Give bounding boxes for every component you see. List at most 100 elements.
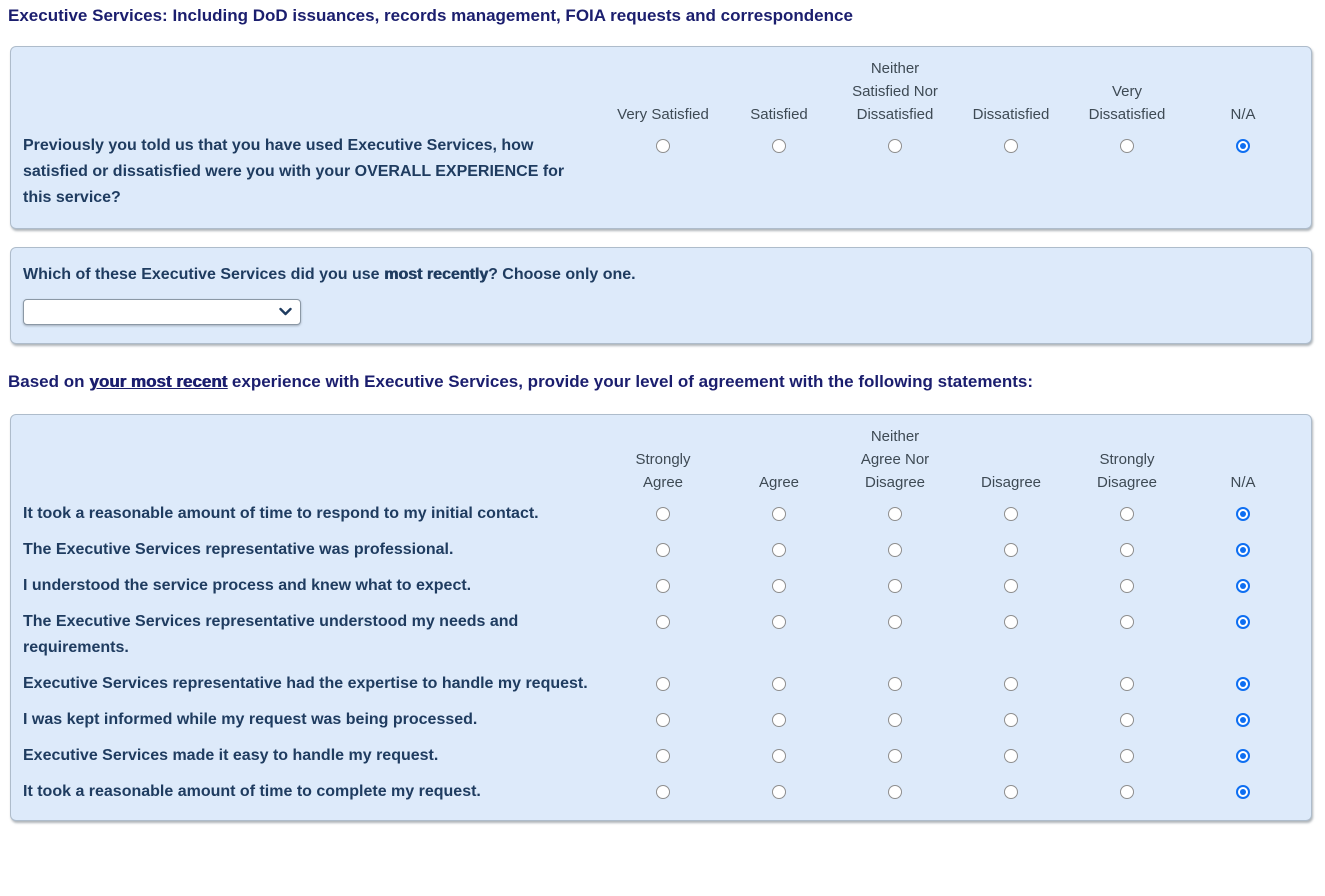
intro-emphasis: your most recent: [89, 372, 228, 391]
radio-group: [605, 537, 1301, 557]
column-header: N/A: [1230, 474, 1256, 491]
column-header: Satisfied: [750, 106, 808, 123]
radio-n-a[interactable]: [1236, 615, 1250, 629]
radio-agree[interactable]: [772, 785, 786, 799]
radio-neither-agree-nor-disagree[interactable]: [888, 579, 902, 593]
radio-neither-satisfied-nor-dissatisfied[interactable]: [888, 139, 902, 153]
column-header: Very Dissatisfied: [1088, 83, 1166, 123]
radio-disagree[interactable]: [1004, 785, 1018, 799]
column-header: Disagree: [980, 474, 1042, 491]
radio-group: [605, 573, 1301, 593]
radio-strongly-disagree[interactable]: [1120, 785, 1134, 799]
radio-cell: [605, 537, 721, 557]
matrix-row: Executive Services representative had th…: [11, 666, 1311, 702]
radio-strongly-disagree[interactable]: [1120, 507, 1134, 521]
radio-cell: [837, 743, 953, 763]
radio-disagree[interactable]: [1004, 677, 1018, 691]
statement-text: The Executive Services representative wa…: [23, 541, 454, 558]
question-suffix: ? Choose only one.: [488, 266, 636, 283]
radio-group: [605, 501, 1301, 521]
radio-neither-agree-nor-disagree[interactable]: [888, 507, 902, 521]
question-prefix: Which of these Executive Services did yo…: [23, 266, 385, 283]
radio-neither-agree-nor-disagree[interactable]: [888, 677, 902, 691]
radio-strongly-agree[interactable]: [656, 749, 670, 763]
radio-strongly-agree[interactable]: [656, 543, 670, 557]
radio-cell: [953, 743, 1069, 763]
radio-cell: [953, 573, 1069, 593]
radio-cell: [837, 537, 953, 557]
radio-n-a[interactable]: [1236, 785, 1250, 799]
statement-text: I was kept informed while my request was…: [23, 711, 478, 728]
header-spacer: [11, 425, 605, 494]
radio-disagree[interactable]: [1004, 579, 1018, 593]
radio-cell: [721, 609, 837, 629]
radio-disagree[interactable]: [1004, 615, 1018, 629]
radio-cell: [1069, 743, 1185, 763]
radio-strongly-agree[interactable]: [656, 713, 670, 727]
radio-disagree[interactable]: [1004, 749, 1018, 763]
radio-agree[interactable]: [772, 713, 786, 727]
radio-n-a[interactable]: [1236, 677, 1250, 691]
radio-n-a[interactable]: [1236, 139, 1250, 153]
radio-strongly-disagree[interactable]: [1120, 713, 1134, 727]
radio-dissatisfied[interactable]: [1004, 139, 1018, 153]
radio-cell: [1185, 609, 1301, 629]
radio-agree[interactable]: [772, 579, 786, 593]
radio-n-a[interactable]: [1236, 507, 1250, 521]
radio-group: [605, 743, 1301, 763]
radio-cell: [605, 671, 721, 691]
radio-group: [605, 707, 1301, 727]
radio-satisfied[interactable]: [772, 139, 786, 153]
radio-agree[interactable]: [772, 543, 786, 557]
radio-cell: [837, 573, 953, 593]
radio-strongly-agree[interactable]: [656, 579, 670, 593]
radio-strongly-agree[interactable]: [656, 677, 670, 691]
radio-cell: [1069, 609, 1185, 629]
radio-cell: [1069, 133, 1185, 153]
radio-strongly-agree[interactable]: [656, 785, 670, 799]
radio-n-a[interactable]: [1236, 713, 1250, 727]
radio-strongly-disagree[interactable]: [1120, 579, 1134, 593]
radio-strongly-disagree[interactable]: [1120, 749, 1134, 763]
radio-n-a[interactable]: [1236, 543, 1250, 557]
radio-cell: [837, 671, 953, 691]
radio-neither-agree-nor-disagree[interactable]: [888, 543, 902, 557]
statement-text: It took a reasonable amount of time to r…: [23, 505, 539, 522]
column-header: Dissatisfied: [972, 106, 1050, 123]
radio-agree[interactable]: [772, 615, 786, 629]
radio-cell: [605, 573, 721, 593]
column-header: N/A: [1230, 106, 1256, 123]
matrix-row: The Executive Services representative un…: [11, 604, 1311, 666]
radio-n-a[interactable]: [1236, 749, 1250, 763]
service-select[interactable]: [23, 299, 301, 325]
radio-disagree[interactable]: [1004, 507, 1018, 521]
statement-text: Executive Services representative had th…: [23, 675, 588, 692]
radio-neither-agree-nor-disagree[interactable]: [888, 615, 902, 629]
radio-agree[interactable]: [772, 749, 786, 763]
service-select-wrap: [23, 299, 301, 325]
radio-agree[interactable]: [772, 677, 786, 691]
radio-cell: [605, 707, 721, 727]
radio-very-satisfied[interactable]: [656, 139, 670, 153]
statement-text: The Executive Services representative un…: [23, 613, 519, 656]
radio-cell: [721, 707, 837, 727]
radio-neither-agree-nor-disagree[interactable]: [888, 749, 902, 763]
radio-strongly-agree[interactable]: [656, 615, 670, 629]
matrix-row: Executive Services made it easy to handl…: [11, 738, 1311, 774]
radio-agree[interactable]: [772, 507, 786, 521]
radio-very-dissatisfied[interactable]: [1120, 139, 1134, 153]
radio-strongly-disagree[interactable]: [1120, 615, 1134, 629]
radio-neither-agree-nor-disagree[interactable]: [888, 713, 902, 727]
matrix-row: The Executive Services representative wa…: [11, 532, 1311, 568]
radio-n-a[interactable]: [1236, 579, 1250, 593]
radio-cell: [1069, 573, 1185, 593]
matrix-row: Previously you told us that you have use…: [11, 128, 1311, 216]
radio-neither-agree-nor-disagree[interactable]: [888, 785, 902, 799]
radio-cell: [721, 671, 837, 691]
radio-strongly-agree[interactable]: [656, 507, 670, 521]
statement-text: Executive Services made it easy to handl…: [23, 747, 439, 764]
radio-disagree[interactable]: [1004, 543, 1018, 557]
radio-disagree[interactable]: [1004, 713, 1018, 727]
radio-strongly-disagree[interactable]: [1120, 543, 1134, 557]
radio-strongly-disagree[interactable]: [1120, 677, 1134, 691]
